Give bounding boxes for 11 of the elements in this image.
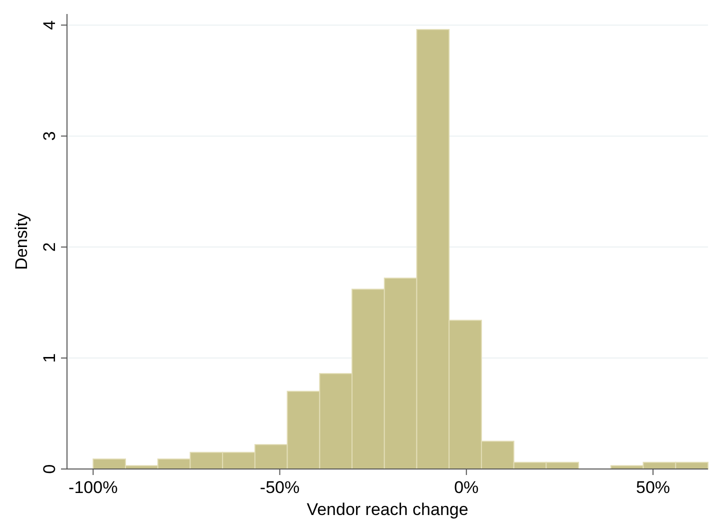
y-tick-label: 4 [40, 20, 59, 30]
x-axis-title: Vendor reach change [306, 500, 468, 519]
x-tick-label: -50% [260, 478, 300, 497]
y-tick-label: 3 [40, 131, 59, 141]
x-tick-label: -100% [68, 478, 118, 497]
y-tick-label: 0 [40, 464, 59, 474]
x-tick-label: 0% [454, 478, 479, 497]
x-tick-label: 50% [636, 478, 670, 497]
y-axis-title: Density [12, 212, 31, 270]
y-tick-label: 1 [40, 353, 59, 363]
y-tick-label: 2 [40, 242, 59, 252]
